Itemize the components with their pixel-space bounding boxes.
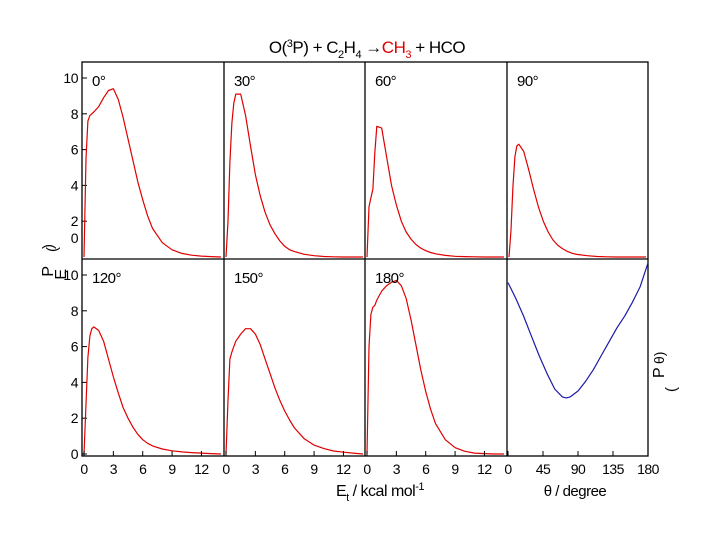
title-hco: + HCO <box>411 38 465 57</box>
x-tick-label-energy: 0 <box>222 461 230 477</box>
pe-curve-0deg <box>83 88 222 258</box>
x-tick-label-angle: 180 <box>637 461 660 477</box>
y-tick-label-bottom: 4 <box>71 374 79 390</box>
title-sub-4: 4 <box>355 49 361 61</box>
panel-label-30deg: 30° <box>234 73 256 90</box>
pe-curve-150deg <box>225 328 364 455</box>
x-tick-label-energy: 3 <box>252 461 260 477</box>
angular-curve <box>507 262 649 399</box>
right-title-p: P <box>651 367 668 378</box>
panel-label-0deg: 0° <box>92 73 106 90</box>
x-tick-label-energy: 3 <box>110 461 118 477</box>
panel-labels: 0° 30° 60° 90° 120° 150° 180° <box>92 73 539 287</box>
pe-curve-60deg <box>366 125 504 258</box>
x-axis-title-energy: Et / kcal mol-1 <box>336 481 424 504</box>
y-title-e: E <box>53 269 70 280</box>
y-title-paren: ( <box>44 247 61 252</box>
x-title-sup: -1 <box>415 481 424 493</box>
title-o: O( <box>269 38 288 57</box>
x-tick-label-energy: 12 <box>477 461 492 477</box>
y-tick-label-bottom: 2 <box>71 410 79 426</box>
panel-label-150deg: 150° <box>234 270 264 287</box>
right-title-theta: θ) <box>651 352 667 364</box>
x-title-sub-t: t <box>346 492 349 504</box>
x-axis-title-angle: θ / degree <box>544 483 607 500</box>
title-h: H <box>344 38 356 57</box>
y-axis-bottom: 0 2 4 6 8 10 <box>63 267 87 462</box>
x-tick-label-angle: 45 <box>536 461 551 477</box>
y-tick-label-bottom: 0 <box>71 446 79 462</box>
y-title-paren-close: ) <box>40 244 57 249</box>
pe-curve-30deg <box>225 93 363 258</box>
y-tick-label-bottom: 6 <box>71 339 79 355</box>
x-tick-label-energy: 3 <box>393 461 401 477</box>
x-title-rest: / kcal mol <box>349 483 416 500</box>
chart-title: O(3P) + C2H4 →CH3 + HCO <box>269 38 466 61</box>
x-title-e: E <box>336 483 346 500</box>
title-sub-2: 2 <box>338 49 344 61</box>
x-tick-label-energy: 6 <box>422 461 430 477</box>
title-arrow: → <box>361 38 382 57</box>
panel-label-90deg: 90° <box>517 73 539 90</box>
panel-label-120deg: 120° <box>92 270 122 287</box>
y-tick-label-top: 10 <box>63 70 78 86</box>
y-axis-top: 2 4 6 8 10 0 <box>63 70 87 246</box>
right-axis-title: P θ) ( <box>651 352 680 392</box>
panel-label-180deg: 180° <box>375 270 405 287</box>
y-title-p: P <box>40 266 57 277</box>
pe-curve-180deg <box>366 279 504 455</box>
x-tick-label-angle: 135 <box>602 461 625 477</box>
x-tick-label-angle: 0 <box>504 461 512 477</box>
title-p-c: P) + C <box>292 38 338 57</box>
angular-curve-group <box>507 262 649 399</box>
x-tick-label-energy: 12 <box>336 461 351 477</box>
title-ch: CH <box>382 38 406 57</box>
y-axis-title: P E ( ) <box>40 244 70 280</box>
x-tick-label-energy: 6 <box>281 461 289 477</box>
pe-curves <box>83 88 646 455</box>
x-axis-angle: 0 45 90 135 180 <box>504 451 660 477</box>
y-tick-label-top: 8 <box>71 106 79 122</box>
x-tick-label-energy: 6 <box>139 461 147 477</box>
title-sup-3: 3 <box>287 38 293 50</box>
pe-curve-90deg <box>508 143 646 258</box>
panel-label-60deg: 60° <box>375 73 397 90</box>
y-tick-label-top: 4 <box>71 177 79 193</box>
x-tick-label-energy: 9 <box>168 461 176 477</box>
y-tick-label-bottom: 8 <box>71 303 79 319</box>
title-sub-3: 3 <box>405 49 411 61</box>
x-tick-label-energy: 9 <box>310 461 318 477</box>
y-tick-label-bottom: 10 <box>63 267 78 283</box>
y-tick-label-top: 2 <box>71 213 79 229</box>
y-tick-label-top: 6 <box>71 142 79 158</box>
y-tick-label-top: 0 <box>71 230 79 246</box>
x-tick-label-energy: 12 <box>194 461 209 477</box>
x-axis-energy: 0 3 6 9 12 0 3 6 9 12 0 3 6 9 12 <box>80 451 493 477</box>
x-tick-label-energy: 0 <box>80 461 88 477</box>
pe-curve-120deg <box>83 326 222 455</box>
x-tick-label-angle: 90 <box>571 461 586 477</box>
panel-frames <box>81 61 649 457</box>
x-tick-label-energy: 0 <box>363 461 371 477</box>
x-tick-label-energy: 9 <box>451 461 459 477</box>
right-title-paren: ( <box>663 387 680 392</box>
